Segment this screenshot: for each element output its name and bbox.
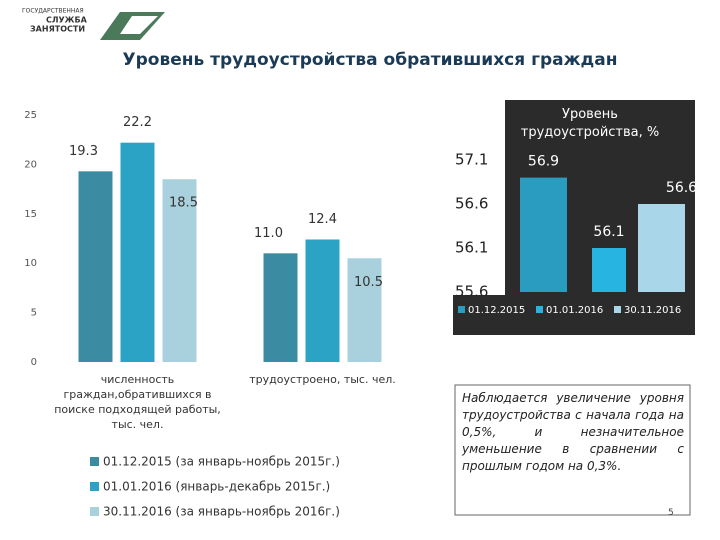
y-tick-label: 15 [24, 209, 37, 220]
data-label: 10.5 [354, 275, 383, 290]
chart-title: Уровень трудоустройства, % [520, 107, 660, 140]
legend-background [453, 295, 695, 335]
bar [592, 248, 626, 292]
bar [263, 253, 298, 362]
note: Наблюдается увеличение уровня трудоустро… [462, 391, 684, 473]
legend-label: 01.01.2016 (январь-декабрь 2015г.) [103, 480, 330, 494]
legend-swatch [614, 306, 621, 313]
legend-label: 30.11.2016 [624, 305, 681, 316]
legend-swatch [536, 306, 543, 313]
note-box [454, 384, 691, 516]
y-tick-label: 0 [31, 357, 37, 368]
data-label: 22.2 [123, 115, 152, 130]
legend-label: 01.12.2015 (за январь-ноябрь 2015г.) [103, 455, 340, 469]
y-tick-label: 10 [24, 258, 37, 269]
legend-swatch [90, 482, 99, 491]
bar [305, 239, 340, 362]
data-label: 18.5 [169, 196, 198, 211]
legend-swatch [90, 457, 99, 466]
bar [120, 142, 155, 362]
legend-label: 30.11.2016 (за январь-ноябрь 2016г.) [103, 505, 340, 519]
data-label: 11.0 [254, 226, 283, 241]
data-label: 56.6 [666, 180, 697, 196]
legend-swatch [90, 507, 99, 516]
logo-text: СЛУЖБА [46, 16, 88, 25]
data-label: 56.1 [593, 224, 624, 240]
data-label: 19.3 [69, 144, 98, 159]
y-tick-label: 20 [24, 159, 37, 170]
bar [520, 177, 567, 292]
y-tick-label: 5 [31, 308, 37, 319]
logo-text: ГОСУДАРСТВЕННАЯ [22, 8, 84, 15]
bar [78, 171, 113, 362]
x-tick-label: численность граждан,обратившихся в поиск… [54, 373, 221, 431]
legend-label: 01.12.2015 [468, 305, 525, 316]
data-label: 12.4 [308, 212, 337, 227]
logo-text: ЗАНЯТОСТИ [30, 25, 85, 34]
legend-label: 01.01.2016 [546, 305, 603, 316]
y-tick-label: 25 [24, 110, 37, 121]
x-tick-label: трудоустроено, тыс. чел. [249, 373, 396, 386]
page-number: 5 [668, 508, 674, 518]
data-label: 56.9 [528, 154, 559, 170]
y-tick-label: 56.1 [455, 239, 488, 257]
y-tick-label: 56.6 [455, 195, 488, 213]
bar [162, 179, 197, 362]
logo-mark [120, 16, 158, 34]
slide-title: Уровень трудоустройства обратившихся гра… [123, 50, 618, 70]
legend-swatch [458, 306, 465, 313]
y-tick-label: 57.1 [455, 151, 488, 169]
bar [638, 204, 685, 292]
bar [347, 258, 382, 362]
y-tick-label: 55.6 [455, 283, 488, 301]
